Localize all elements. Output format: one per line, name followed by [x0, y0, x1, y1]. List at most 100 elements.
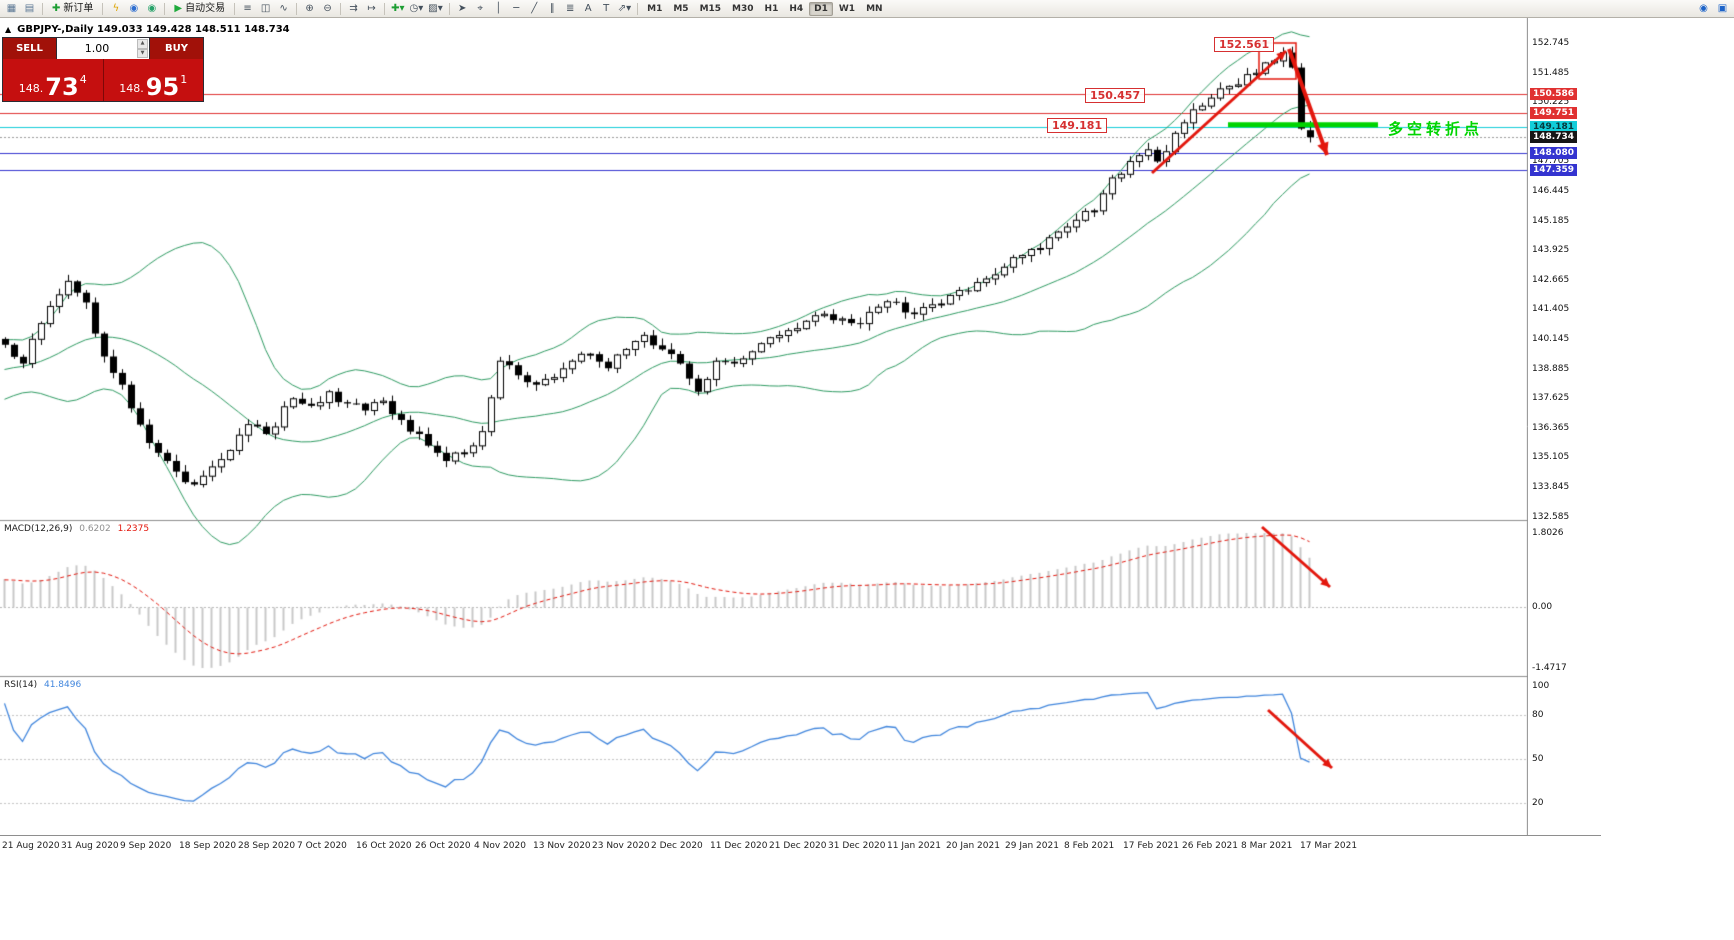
toolbar-separator: [448, 2, 450, 15]
vertical-line-icon[interactable]: │: [490, 1, 507, 16]
volume-down-icon[interactable]: ▼: [137, 48, 148, 58]
market-watch-icon-glyph: ◉: [129, 2, 139, 14]
price-tick-label: 146.445: [1532, 186, 1570, 196]
profiles-icon[interactable]: ▤: [21, 1, 38, 16]
price-level-label: 148.734: [1530, 131, 1577, 144]
toolbar-separator: [164, 2, 166, 15]
macd-signal-value: 1.2375: [117, 524, 150, 534]
toolbar-separator: [637, 2, 639, 15]
navigator-icon-glyph: ◉: [147, 2, 157, 14]
indicators-icon-glyph: ✚▾: [391, 2, 405, 14]
price-tick-label: 142.665: [1532, 274, 1570, 285]
templates-icon[interactable]: ▨▾: [426, 1, 444, 16]
indicators-icon[interactable]: ✚▾: [389, 1, 406, 16]
timeframe-m15[interactable]: M15: [699, 3, 722, 14]
horizontal-line-icon[interactable]: ─: [508, 1, 525, 16]
autotrading-button[interactable]: ▶ 自动交易: [169, 1, 230, 16]
auto-scroll-icon-glyph: ⇉: [349, 2, 358, 14]
price-chart[interactable]: [0, 18, 1528, 835]
horizontal-line-icon-glyph: ─: [513, 2, 520, 14]
app-store-icon[interactable]: ▣: [1717, 2, 1728, 14]
price-tick-label: 145.185: [1532, 215, 1570, 226]
navigator-icon[interactable]: ◉: [143, 1, 160, 16]
timeframe-h4[interactable]: H4: [789, 3, 804, 14]
price-tick-label: 150.225: [1532, 97, 1570, 108]
timeframe-d1[interactable]: D1: [809, 1, 833, 16]
macd-name: MACD(12,26,9): [4, 524, 73, 534]
periods-icon[interactable]: ◷▾: [408, 1, 426, 16]
price-level-label: 147.359: [1530, 163, 1577, 176]
zoom-out-icon[interactable]: ⊖: [319, 1, 336, 16]
profiles-icon-glyph: ▤: [24, 2, 35, 14]
timeframe-m5[interactable]: M5: [673, 3, 689, 14]
date-label: 8 Mar 2021: [1241, 841, 1293, 851]
toolbar: ▦ ▤ ✚ 新订单 ϟ ◉ ◉ ▶ 自动交易 ≡ ◫ ∿ ⊕ ⊖ ⇉ ↦ ✚▾ ◷▾ ▨▾ ➤ ⌖ │ ─ ╱ ∥ ≣ A T ⇗▾ M1…: [0, 0, 1734, 18]
shapes-icon[interactable]: ⇗▾: [616, 1, 633, 16]
periods-icon-glyph: ◷▾: [409, 2, 424, 14]
price-tick-label: 140.145: [1532, 334, 1570, 344]
price-tick-label: 152.745: [1532, 38, 1570, 49]
cursor-icon[interactable]: ➤: [454, 1, 471, 16]
toolbar-separator: [340, 2, 342, 15]
timeframe-m1[interactable]: M1: [647, 3, 663, 14]
one-click-trading-panel: SELL ▲ ▼ BUY 148. 73 4 148. 95 1: [2, 37, 204, 102]
price-label-annotation: 149.181: [1047, 118, 1108, 133]
bar-chart-icon[interactable]: ≡: [239, 1, 256, 16]
timeframe-h1[interactable]: H1: [764, 3, 779, 14]
zoom-in-icon[interactable]: ⊕: [301, 1, 318, 16]
chart-window-icon[interactable]: ▦: [3, 1, 20, 16]
timeframe-w1[interactable]: W1: [838, 3, 856, 14]
price-level-label: 149.181: [1530, 120, 1577, 133]
collapse-trade-panel-icon[interactable]: ▲: [5, 25, 12, 34]
sell-button[interactable]: SELL: [3, 38, 56, 59]
line-chart-icon[interactable]: ∿: [275, 1, 292, 16]
channel-icon[interactable]: ∥: [544, 1, 561, 16]
crosshair-icon[interactable]: ⌖: [472, 1, 489, 16]
toolbar-separator: [102, 2, 104, 15]
date-label: 26 Feb 2021: [1182, 841, 1239, 851]
fibonacci-icon[interactable]: ≣: [562, 1, 579, 16]
price-tick-label: 138.885: [1532, 363, 1570, 374]
candlestick-chart-icon[interactable]: ◫: [257, 1, 274, 16]
sell-price[interactable]: 148. 73 4: [3, 59, 104, 101]
date-label: 31 Dec 2020: [828, 841, 886, 851]
price-tick-label: 151.485: [1532, 67, 1570, 78]
buy-price[interactable]: 148. 95 1: [103, 59, 203, 101]
date-label: 16 Oct 2020: [356, 841, 412, 851]
shapes-icon-glyph: ⇗▾: [617, 2, 632, 14]
price-level-label: 149.751: [1530, 107, 1577, 120]
price-label-annotation: 150.457: [1085, 88, 1146, 103]
crosshair-icon-glyph: ⌖: [477, 2, 484, 14]
annotation-turning-point: 多空转折点: [1388, 120, 1484, 138]
expert-advisors-icon[interactable]: ϟ: [107, 1, 124, 16]
community-icon[interactable]: ◉: [1699, 2, 1708, 14]
buy-button[interactable]: BUY: [150, 38, 203, 59]
price-level-label: 148.080: [1530, 146, 1577, 159]
price-tick-label: 137.625: [1532, 393, 1570, 404]
timeframe-mn[interactable]: MN: [866, 3, 883, 14]
timeframe-m30[interactable]: M30: [732, 3, 754, 14]
volume-up-icon[interactable]: ▲: [137, 39, 148, 49]
auto-scroll-icon[interactable]: ⇉: [345, 1, 362, 16]
text-icon[interactable]: A: [580, 1, 597, 16]
chart-shift-icon-glyph: ↦: [367, 2, 376, 14]
date-label: 11 Jan 2021: [887, 841, 941, 851]
volume-input[interactable]: [57, 38, 149, 59]
sell-price-prefix: 148.: [18, 82, 44, 95]
time-axis: 21 Aug 2020 31 Aug 2020 9 Sep 2020 18 Sep 2…: [0, 835, 1601, 857]
chart-shift-icon[interactable]: ↦: [363, 1, 380, 16]
symbol-ohlc-text: GBPJPY-,Daily 149.033 149.428 148.511 14…: [17, 24, 290, 35]
line-chart-icon-glyph: ∿: [279, 2, 288, 14]
date-label: 4 Nov 2020: [474, 841, 526, 851]
market-watch-icon[interactable]: ◉: [125, 1, 142, 16]
new-order-button[interactable]: ✚ 新订单: [47, 1, 98, 16]
rsi-scale-label: 50: [1532, 754, 1544, 764]
trendline-icon[interactable]: ╱: [526, 1, 543, 16]
buy-price-prefix: 148.: [119, 82, 144, 95]
toolbar-right-icons: ◉ ▣: [1695, 1, 1731, 16]
autotrading-play-icon: ▶: [174, 2, 183, 14]
macd-scale-label: 0.00: [1532, 602, 1553, 613]
date-label: 18 Sep 2020: [179, 841, 237, 851]
label-icon[interactable]: T: [598, 1, 615, 16]
price-tick-label: 143.925: [1532, 245, 1570, 256]
